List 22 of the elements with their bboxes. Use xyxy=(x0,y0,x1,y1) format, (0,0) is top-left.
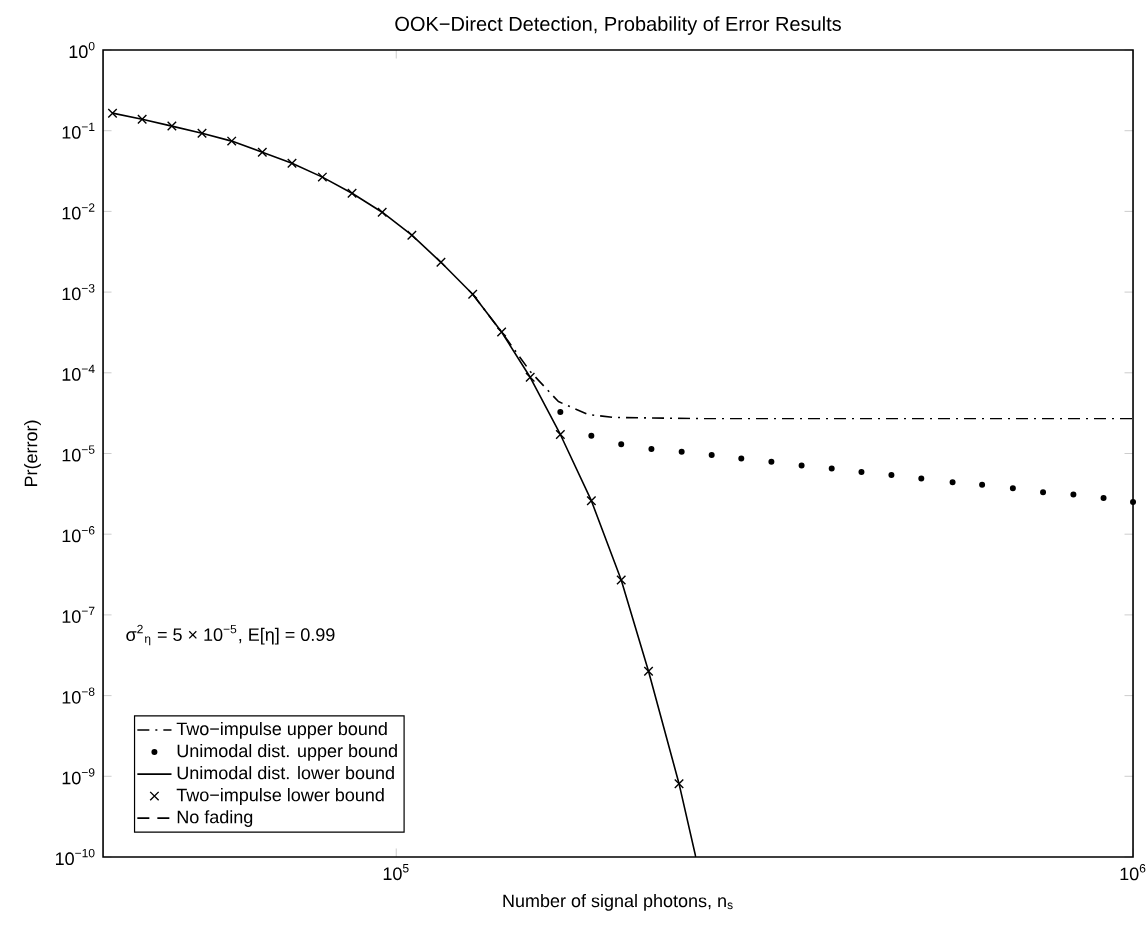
legend-label: No fading xyxy=(177,810,253,827)
legend-label: Two−impulse upper bound xyxy=(176,721,387,739)
y-tick-label: 10$^{−3}$ xyxy=(62,284,95,301)
annotation: σ$^{2}$$_{η}$ = 5 × 10$^{−5}$, E[η] = 0.99 xyxy=(126,624,335,646)
y-tick-label: 10$^{−10}$ xyxy=(55,848,95,866)
y-tick-label: 10$^{−5}$ xyxy=(62,445,95,462)
y-tick-label: 10$^{−6}$ xyxy=(62,526,95,543)
y-axis-title: Pr(error) xyxy=(24,420,41,487)
legend-label: Unimodal dist. lower bound xyxy=(177,766,394,780)
y-tick-label: 10$^{−8}$ xyxy=(62,687,95,704)
legend-label: Two−impulse lower bound xyxy=(176,788,384,805)
chart-title: OOK−Direct Detection, Probability of Error Results xyxy=(395,16,841,35)
y-tick-label: 10$^{−9}$ xyxy=(62,768,95,785)
legend-label: Unimodal dist. upper bound xyxy=(177,744,397,761)
y-tick-label: 10$^{−7}$ xyxy=(62,606,95,623)
x-axis-title: Number of signal photons, n$_{s}$ xyxy=(503,893,733,911)
x-tick-label: 10$^{5}$ xyxy=(383,864,409,881)
y-tick-label: 10$^{−4}$ xyxy=(62,364,95,381)
y-tick-label: 10$^{−2}$ xyxy=(62,203,95,220)
x-tick-label: 10$^{6}$ xyxy=(1120,864,1146,881)
y-tick-label: 10$^{−1}$ xyxy=(62,122,95,139)
y-tick-label: 10$^{0}$ xyxy=(69,41,95,59)
